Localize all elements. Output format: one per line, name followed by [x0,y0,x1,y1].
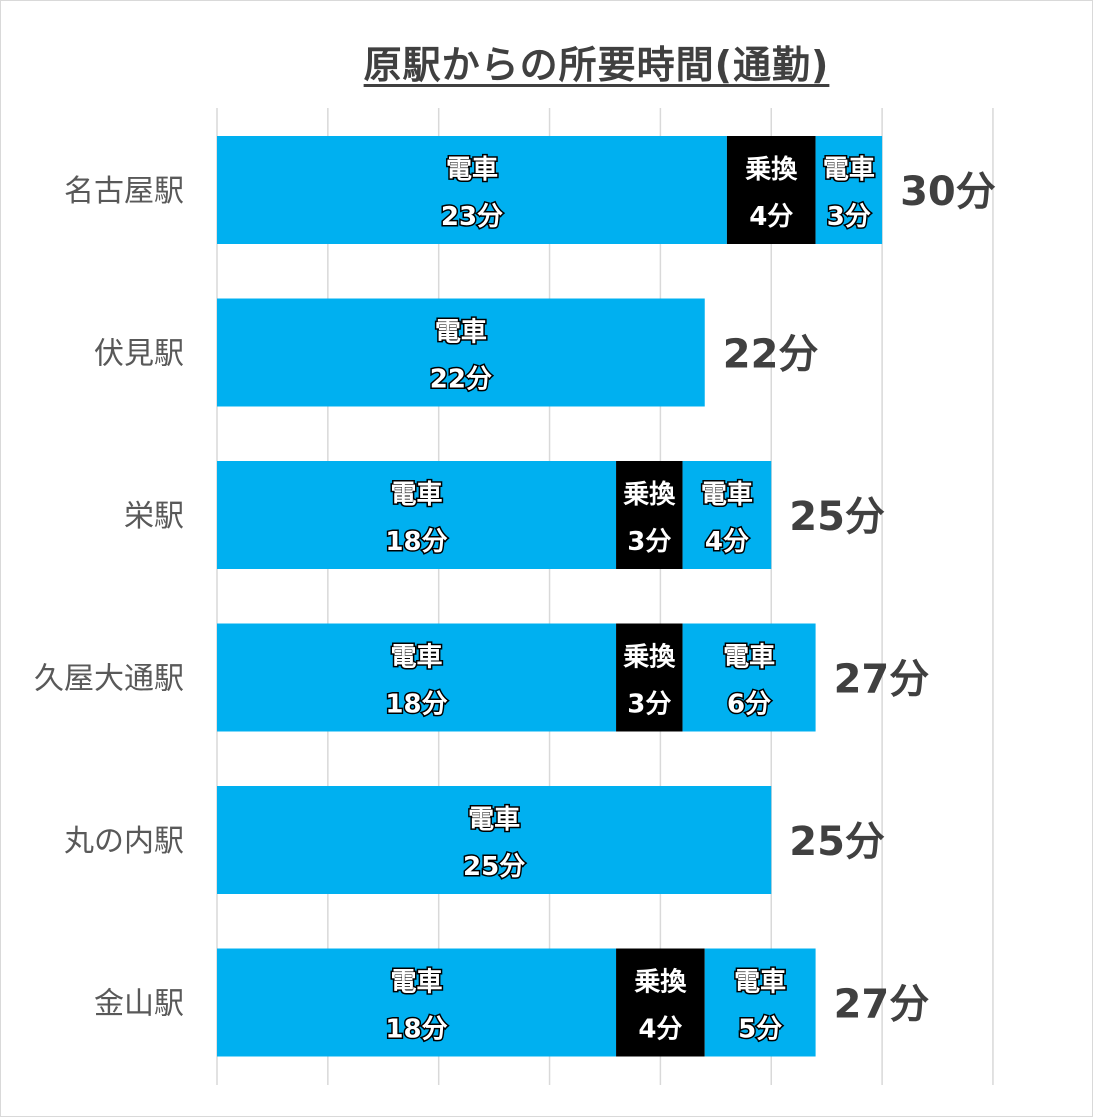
segment-value-label: 3分 [627,690,671,720]
chart-title: 原駅からの所要時間(通勤) [363,43,830,87]
bar-segment-train [682,461,772,569]
category-label: 金山駅 [94,987,184,1022]
total-label: 25分 [789,819,885,865]
bar-segment-transfer [726,136,816,244]
category-label: 久屋大通駅 [34,662,184,697]
bar-segment-transfer [616,623,683,732]
gridlines [216,108,994,1085]
segment-type-label: 電車 [446,155,498,185]
segment-type-label: 乗換 [623,643,676,673]
segment-value-label: 4分 [705,527,749,557]
total-label: 22分 [723,332,819,378]
segment-type-label: 電車 [391,643,443,673]
segment-type-label: 電車 [701,480,753,510]
bar-row: 伏見駅 電車 22分 22分 [94,298,819,407]
bar-segment-train [682,623,816,732]
bar-segment-train [217,623,617,732]
category-label: 栄駅 [124,499,184,534]
bar-segment-train [217,948,617,1057]
total-label: 25分 [789,494,885,540]
total-label: 27分 [834,982,930,1028]
segment-value-label: 6分 [727,690,771,720]
bar-segment-train [815,136,883,244]
category-label: 丸の内駅 [64,824,184,859]
total-label: 30分 [900,169,996,215]
segment-type-label: 電車 [391,968,443,998]
bar-segment-train [217,298,705,407]
bar-row: 丸の内駅 電車 25分 25分 [64,786,885,894]
segment-type-label: 電車 [468,805,520,835]
bar-segment-transfer [616,948,705,1057]
segment-value-label: 23分 [441,202,503,232]
segment-type-label: 乗換 [745,155,798,185]
bar-row: 金山駅 電車 18分 乗換 4分 電車 5分 27分 [94,948,930,1057]
segment-value-label: 18分 [385,1015,447,1045]
segment-value-label: 3分 [627,527,671,557]
bar-segment-train [217,461,617,569]
segment-type-label: 乗換 [623,480,676,510]
segment-value-label: 22分 [430,365,492,395]
segment-value-label: 3分 [827,202,871,232]
bar-row: 久屋大通駅 電車 18分 乗換 3分 電車 6分 27分 [34,623,930,732]
bar-segment-transfer [616,461,683,569]
segment-value-label: 18分 [385,527,447,557]
segment-value-label: 18分 [385,690,447,720]
total-label: 27分 [834,657,930,703]
bar-segment-train [704,948,816,1057]
segment-type-label: 電車 [435,318,487,348]
segment-type-label: 乗換 [634,968,687,998]
segment-value-label: 25分 [463,852,525,882]
segment-value-label: 4分 [749,202,793,232]
segment-type-label: 電車 [723,643,775,673]
category-label: 名古屋駅 [64,174,184,209]
segment-value-label: 4分 [638,1015,682,1045]
segment-type-label: 電車 [823,155,875,185]
bar-segment-train [217,136,727,244]
bar-segment-train [217,786,772,894]
segment-type-label: 電車 [734,968,786,998]
category-label: 伏見駅 [94,337,184,372]
segment-value-label: 5分 [738,1015,782,1045]
segment-type-label: 電車 [391,480,443,510]
